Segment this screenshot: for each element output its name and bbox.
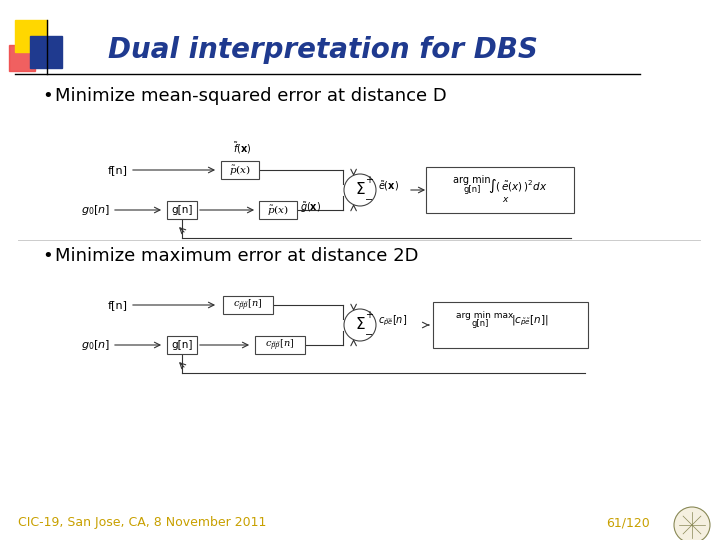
Text: $\tilde{p}(x)$: $\tilde{p}(x)$ — [229, 163, 251, 177]
Text: $c_{\tilde{p}\tilde{p}}[n]$: $c_{\tilde{p}\tilde{p}}[n]$ — [265, 338, 294, 353]
Text: $\int(\,\tilde{e}(x)\,)^2dx$: $\int(\,\tilde{e}(x)\,)^2dx$ — [488, 177, 548, 195]
Text: x: x — [503, 195, 508, 205]
FancyBboxPatch shape — [426, 167, 574, 213]
Text: −: − — [365, 194, 373, 205]
Text: g[n]: g[n] — [171, 205, 193, 215]
FancyBboxPatch shape — [255, 336, 305, 354]
Text: Minimize mean-squared error at distance D: Minimize mean-squared error at distance … — [55, 87, 446, 105]
Circle shape — [344, 309, 376, 341]
Text: $g_0[n]$: $g_0[n]$ — [81, 338, 110, 352]
Text: +: + — [365, 310, 373, 320]
Text: $c_{\tilde{p}\tilde{e}}[n]$: $c_{\tilde{p}\tilde{e}}[n]$ — [378, 314, 408, 328]
Bar — [9, 45, 35, 71]
Text: $\Sigma$: $\Sigma$ — [355, 181, 365, 197]
Text: g[n]: g[n] — [463, 185, 481, 193]
Text: $\Sigma$: $\Sigma$ — [355, 316, 365, 332]
Bar — [30, 36, 62, 68]
Text: arg min: arg min — [453, 175, 491, 185]
Text: 61/120: 61/120 — [606, 516, 650, 529]
Text: Dual interpretation for DBS: Dual interpretation for DBS — [108, 36, 538, 64]
Text: Minimize maximum error at distance 2D: Minimize maximum error at distance 2D — [55, 247, 418, 265]
Text: $c_{\tilde{p}\tilde{p}}[n]$: $c_{\tilde{p}\tilde{p}}[n]$ — [233, 298, 263, 313]
Text: $\tilde{e}(\mathbf{x})$: $\tilde{e}(\mathbf{x})$ — [378, 179, 399, 193]
Bar — [15, 20, 47, 52]
Text: g[n]: g[n] — [472, 320, 489, 328]
Text: f[n]: f[n] — [108, 300, 128, 310]
Text: $g_0[n]$: $g_0[n]$ — [81, 203, 110, 217]
Circle shape — [344, 174, 376, 206]
FancyBboxPatch shape — [259, 201, 297, 219]
Text: g[n]: g[n] — [171, 340, 193, 350]
Text: −: − — [365, 329, 373, 340]
Text: $\tilde{f}(\mathbf{x})$: $\tilde{f}(\mathbf{x})$ — [233, 140, 251, 156]
Text: •: • — [42, 87, 53, 105]
Text: CIC-19, San Jose, CA, 8 November 2011: CIC-19, San Jose, CA, 8 November 2011 — [18, 516, 266, 529]
Text: $|c_{\tilde{p}\tilde{e}}[n]|$: $|c_{\tilde{p}\tilde{e}}[n]|$ — [511, 314, 549, 328]
Text: $\tilde{g}(\mathbf{x})$: $\tilde{g}(\mathbf{x})$ — [300, 200, 321, 215]
FancyBboxPatch shape — [167, 336, 197, 354]
Text: arg min max: arg min max — [456, 310, 513, 320]
FancyBboxPatch shape — [221, 161, 259, 179]
Text: $\tilde{p}(x)$: $\tilde{p}(x)$ — [267, 203, 289, 217]
Text: f[n]: f[n] — [108, 165, 128, 175]
Text: •: • — [42, 247, 53, 265]
FancyBboxPatch shape — [167, 201, 197, 219]
Circle shape — [674, 507, 710, 540]
FancyBboxPatch shape — [433, 302, 588, 348]
Text: +: + — [365, 176, 373, 185]
FancyBboxPatch shape — [223, 296, 273, 314]
